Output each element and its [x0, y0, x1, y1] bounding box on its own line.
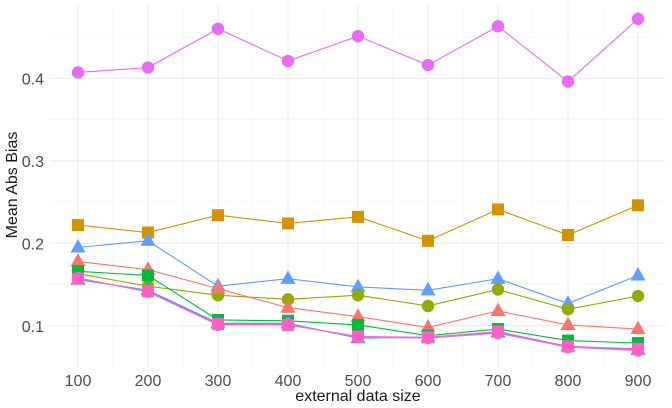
- data-point: [70, 253, 86, 267]
- x-tick-label: 500: [345, 373, 372, 390]
- data-point: [422, 331, 434, 344]
- y-tick-label: 0.4: [22, 71, 44, 88]
- y-tick-label: 0.1: [22, 319, 44, 336]
- series-red: [70, 253, 646, 335]
- data-point: [492, 203, 504, 216]
- x-tick-label: 600: [415, 373, 442, 390]
- data-point: [212, 209, 224, 222]
- data-point: [140, 232, 156, 246]
- data-point: [211, 22, 225, 35]
- data-point: [421, 58, 435, 72]
- data-point: [70, 239, 86, 253]
- data-point: [561, 303, 575, 316]
- data-point: [490, 302, 506, 317]
- y-tick-label: 0.3: [22, 154, 44, 171]
- x-tick-label: 100: [65, 373, 92, 390]
- data-point: [282, 217, 294, 230]
- data-point: [142, 285, 154, 298]
- data-point: [631, 12, 645, 26]
- data-point: [72, 219, 84, 232]
- data-point: [632, 199, 644, 212]
- data-point: [490, 270, 506, 284]
- data-point: [352, 318, 364, 331]
- data-point: [351, 29, 365, 43]
- data-point: [631, 289, 645, 303]
- data-point: [492, 325, 504, 338]
- data-point: [141, 61, 155, 74]
- data-point: [281, 54, 295, 68]
- series-pink: [72, 272, 644, 355]
- x-tick-label: 900: [625, 373, 652, 390]
- data-point: [280, 299, 296, 313]
- series-violet: [71, 12, 645, 88]
- data-point: [422, 234, 434, 247]
- data-point: [491, 283, 505, 296]
- data-point: [350, 278, 366, 293]
- x-tick-label: 300: [205, 373, 232, 390]
- data-point: [560, 316, 576, 331]
- data-point: [142, 269, 154, 282]
- data-point: [562, 229, 574, 241]
- x-tick-label: 200: [135, 373, 162, 390]
- data-point: [351, 289, 365, 302]
- axes: 0.1 0.2 0.3 0.4 100 200 300 400 500 600 700 800 900: [22, 71, 652, 390]
- data-point: [72, 272, 84, 285]
- y-tick-label: 0.2: [22, 236, 44, 253]
- data-point: [630, 320, 646, 335]
- data-point: [350, 308, 366, 322]
- data-point: [212, 318, 224, 331]
- data-point: [210, 280, 226, 294]
- x-tick-label: 700: [485, 373, 512, 390]
- data-point: [280, 270, 296, 284]
- data-point: [282, 318, 294, 331]
- data-point: [562, 340, 574, 353]
- x-axis-title: external data size: [295, 388, 421, 405]
- data-point: [71, 66, 85, 79]
- data-point: [632, 342, 644, 355]
- data-point: [561, 75, 575, 88]
- data-point: [630, 267, 646, 281]
- data-point: [420, 319, 436, 333]
- data-point: [491, 20, 505, 33]
- data-point: [352, 210, 364, 223]
- y-axis-title: Mean Abs Bias: [4, 132, 21, 239]
- x-tick-label: 400: [275, 373, 302, 390]
- data-point: [352, 330, 364, 343]
- series-layer: [70, 12, 646, 357]
- data-point: [420, 281, 436, 296]
- x-tick-label: 800: [555, 373, 582, 390]
- series-gold: [72, 199, 644, 247]
- data-point: [421, 299, 435, 313]
